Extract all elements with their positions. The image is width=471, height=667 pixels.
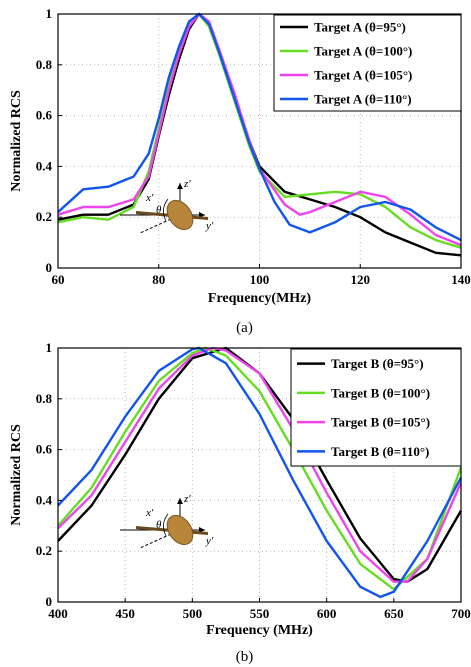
x-tick-label: 500 [183,606,203,621]
legend-entry: Target B (θ=95°) [331,356,424,371]
chart-panel-b: 400 450 500 550 600 650 700 0 0.2 0.4 0.6 0.8 1 Frequ… [9,340,471,665]
legend-entry: Target B (θ=110°) [331,444,429,459]
series-line-4 [57,346,463,599]
legend-entry: Target B (θ=100°) [331,385,430,400]
x-tick-label: 140 [451,272,471,287]
y-tick-label: 0 [46,594,53,609]
inset-axis-label: y′ [205,535,214,547]
x-tick-label: 400 [48,606,68,621]
target-model-inset: z′ x′θ y′ [120,493,214,549]
y-tick-label: 1 [46,6,53,21]
legend: Target A (θ=95°) Target A (θ=100°) Target … [273,14,462,112]
theta-arc [163,513,169,537]
inset-axis-label: θ [156,204,162,216]
legend-entry: Target A (θ=110°) [314,92,412,107]
y-tick-label: 0.8 [36,391,53,406]
x-tick-label: 450 [115,606,135,621]
x-tick-label: 700 [451,606,471,621]
x-tick-label: 550 [250,606,270,621]
legend: Target B (θ=95°) Target B (θ=100°) Target … [290,348,462,467]
inset-axis-label: x′ [145,507,154,519]
x-tick-label: 100 [250,272,270,287]
x-tick-label: 80 [152,272,165,287]
x-tick-label: 60 [52,272,65,287]
theta-arc [163,198,169,222]
series-line-3 [57,346,463,583]
series-line-4 [57,12,462,242]
x-axis-label: Frequency (MHz) [206,623,313,638]
inset-axis-label: θ [156,519,162,531]
y-tick-label: 0.2 [36,543,52,558]
chart-panel-a: 60 80 100 120 140 0 0.2 0.4 0.6 0.8 1 Frequency(MHz… [9,6,471,336]
y-tick-label: 0.2 [36,209,52,224]
legend-box [290,348,462,467]
y-tick-label: 0.6 [36,442,53,457]
legend-entry: Target A (θ=100°) [314,44,412,59]
panel-caption: (a) [236,320,253,336]
y-axis-label: Normalized RCS [9,90,24,192]
fuselage-shape [166,199,194,231]
x-tick-label: 650 [384,606,404,621]
series-line-2 [57,346,463,591]
legend-entry: Target A (θ=95°) [314,20,406,35]
inset-axis-label: x′ [145,192,154,204]
arrowhead-icon [177,183,183,189]
inset-axis-label: z′ [183,178,191,190]
y-tick-label: 0.4 [36,158,53,173]
inset-axis-label: y′ [205,220,214,232]
panel-caption: (b) [236,649,254,665]
x-tick-label: 120 [351,272,371,287]
inset-axis-label: z′ [183,493,191,505]
y-tick-label: 0.6 [36,108,53,123]
x-axis-label: Frequency(MHz) [208,291,311,306]
y-tick-label: 0.8 [36,57,53,72]
y-axis-label: Normalized RCS [9,424,24,526]
target-model-inset: z′ x′θ y′ [120,178,214,234]
y-tick-label: 0 [46,260,53,275]
x-tick-label: 600 [317,606,337,621]
legend-entry: Target B (θ=105°) [331,415,430,430]
fuselage-shape [166,514,194,546]
y-tick-label: 0.4 [36,492,53,507]
arrowhead-icon [177,498,183,504]
y-tick-label: 1 [46,340,53,355]
legend-box [273,14,462,112]
legend-entry: Target A (θ=105°) [314,68,412,83]
